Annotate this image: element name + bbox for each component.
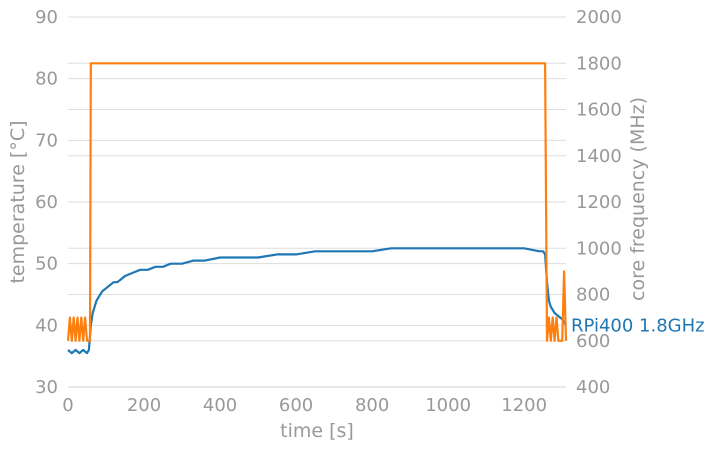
y-right-tick-label: 600 — [576, 331, 610, 352]
grid — [68, 16, 566, 388]
y-left-axis-label: temperature [°C] — [7, 120, 29, 283]
y-right-tick-label: 1800 — [576, 53, 622, 74]
x-tick-label: 800 — [355, 395, 389, 416]
y-left-tick-label: 70 — [35, 130, 58, 151]
x-axis-ticks: 0 200 400 600 800 1000 1200 — [62, 395, 547, 416]
series-label: RPi400 1.8GHz — [571, 315, 705, 336]
frequency-series-line — [66, 62, 568, 342]
y-right-tick-label: 1200 — [576, 192, 622, 213]
x-tick-label: 0 — [62, 395, 73, 416]
y-right-tick-label: 1400 — [576, 146, 622, 167]
y-right-tick-label: 800 — [576, 285, 610, 306]
x-tick-label: 1200 — [501, 395, 547, 416]
y-right-tick-label: 400 — [576, 377, 610, 398]
y-left-tick-label: 90 — [35, 7, 58, 28]
y-left-axis-ticks: 30 40 50 60 70 80 90 — [35, 7, 58, 398]
x-tick-label: 600 — [279, 395, 313, 416]
x-tick-label: 1000 — [425, 395, 471, 416]
x-axis-label: time [s] — [280, 420, 354, 442]
y-right-axis-ticks: 400 600 800 1000 1200 1400 1600 1800 2000 — [576, 7, 622, 398]
series-layer — [66, 62, 568, 355]
y-left-tick-label: 80 — [35, 69, 58, 90]
x-tick-label: 200 — [127, 395, 161, 416]
y-right-tick-label: 2000 — [576, 7, 622, 28]
y-right-tick-label: 1600 — [576, 100, 622, 121]
y-left-tick-label: 40 — [35, 315, 58, 336]
y-left-tick-label: 30 — [35, 377, 58, 398]
y-right-tick-label: 1000 — [576, 238, 622, 259]
y-left-tick-label: 60 — [35, 192, 58, 213]
x-tick-label: 400 — [203, 395, 237, 416]
y-right-axis-label: core frequency (MHz) — [627, 97, 649, 301]
temperature-series-line — [67, 247, 567, 355]
y-left-tick-label: 50 — [35, 254, 58, 275]
